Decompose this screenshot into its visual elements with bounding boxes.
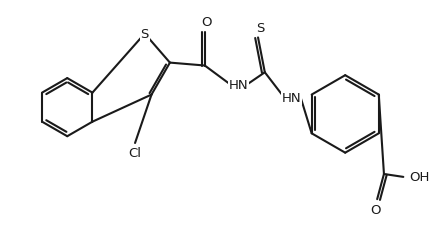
Text: O: O bbox=[370, 203, 381, 216]
Text: OH: OH bbox=[409, 171, 429, 184]
Text: S: S bbox=[256, 21, 264, 34]
Text: S: S bbox=[140, 28, 149, 41]
Text: HN: HN bbox=[229, 79, 248, 92]
Text: O: O bbox=[201, 16, 212, 29]
Text: Cl: Cl bbox=[129, 146, 142, 159]
Text: HN: HN bbox=[282, 92, 302, 104]
